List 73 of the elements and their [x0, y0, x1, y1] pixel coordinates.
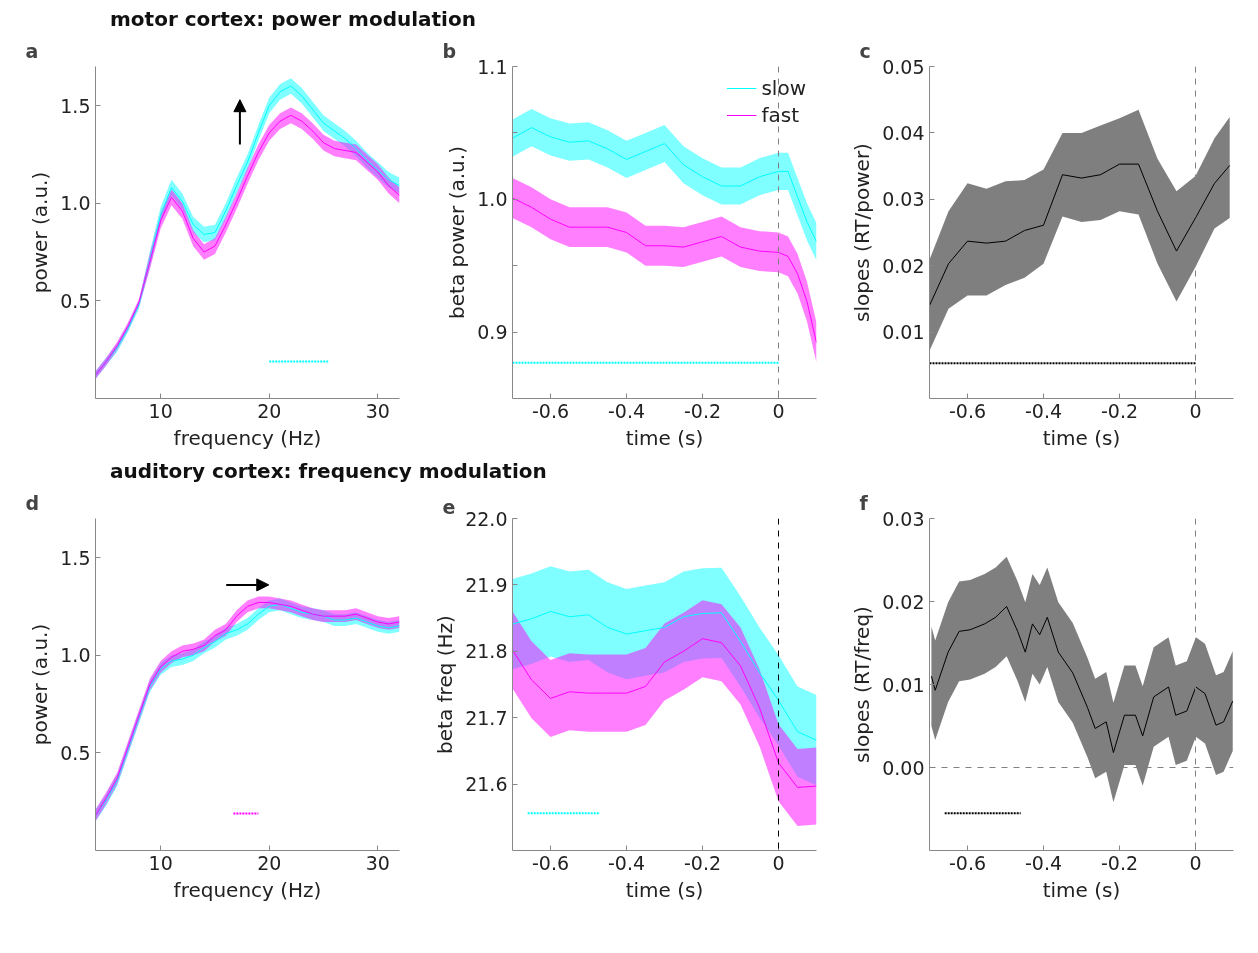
x-tick-label: 20 — [257, 851, 282, 874]
y-tick-label: 21.8 — [465, 640, 508, 663]
x-tick-label: 30 — [365, 851, 390, 874]
x-tick-label: 10 — [148, 399, 173, 422]
x-tick-label: 30 — [365, 399, 390, 422]
x-tick-label: 0 — [1189, 399, 1202, 422]
y-tick-label: 21.9 — [465, 573, 508, 596]
y-tick-label: 0.04 — [882, 121, 925, 144]
y-tick-label: 0.01 — [882, 673, 925, 696]
line-series — [512, 638, 817, 788]
chart-title: auditory cortex: frequency modulation — [110, 458, 547, 485]
x-axis-title: frequency (Hz) — [173, 425, 322, 450]
x-tick-label: -0.4 — [607, 851, 646, 874]
y-axis-title: slopes (RT/power) — [850, 143, 875, 322]
y-tick-label: 0.03 — [882, 507, 925, 530]
line-series — [512, 127, 817, 243]
x-tick-label: 0 — [772, 851, 785, 874]
chart-title: motor cortex: power modulation — [110, 6, 476, 33]
y-tick-label: 0.02 — [882, 590, 925, 613]
y-tick-label: 0.9 — [477, 321, 508, 344]
y-tick-label: 0.03 — [882, 188, 925, 211]
y-tick-label: 21.6 — [465, 773, 508, 796]
chart-subtitle: a — [25, 39, 39, 62]
x-tick-label: 0 — [1189, 851, 1202, 874]
x-tick-label: -0.2 — [683, 399, 722, 422]
x-tick-label: 10 — [148, 851, 173, 874]
y-tick-label: 1.5 — [60, 94, 91, 117]
y-tick-label: 1.0 — [60, 644, 91, 667]
y-axis-title: beta power (a.u.) — [445, 146, 470, 319]
y-tick-label: 21.7 — [465, 706, 508, 729]
y-tick-label: 1.1 — [477, 55, 508, 78]
legend-label: fast — [761, 103, 799, 127]
x-axis-title: time (s) — [625, 877, 704, 902]
chart-title: b — [442, 39, 457, 62]
chart-title: e — [442, 495, 456, 518]
y-tick-label: 1.5 — [60, 546, 91, 569]
y-tick-label: 0.05 — [882, 55, 925, 78]
y-tick-label: 1.0 — [60, 192, 91, 215]
y-tick-label: 22.0 — [465, 507, 508, 530]
line-series — [930, 605, 1234, 754]
line-series — [512, 610, 817, 741]
x-axis-title: time (s) — [1042, 425, 1121, 450]
y-tick-label: 0.00 — [882, 756, 925, 779]
x-tick-label: -0.4 — [607, 399, 646, 422]
x-tick-label: -0.6 — [948, 399, 987, 422]
y-tick-label: 0.01 — [882, 321, 925, 344]
y-axis-title: power (a.u.) — [28, 623, 53, 746]
x-tick-label: -0.4 — [1024, 399, 1063, 422]
y-tick-label: 0.5 — [60, 741, 91, 764]
x-tick-label: -0.2 — [1100, 399, 1139, 422]
x-tick-label: 20 — [257, 399, 282, 422]
line-series — [929, 163, 1231, 307]
y-axis-title: power (a.u.) — [28, 171, 53, 294]
x-tick-label: 0 — [772, 399, 785, 422]
y-tick-label: 1.0 — [477, 188, 508, 211]
x-tick-label: -0.2 — [683, 851, 722, 874]
x-axis-title: frequency (Hz) — [173, 877, 322, 902]
x-tick-label: -0.4 — [1024, 851, 1063, 874]
chart-subtitle: d — [25, 491, 40, 514]
y-tick-label: 0.5 — [60, 289, 91, 312]
legend-label: slow — [761, 76, 806, 100]
chart-title: c — [859, 39, 871, 62]
line-series — [512, 197, 817, 344]
x-axis-title: time (s) — [1042, 877, 1121, 902]
x-tick-label: -0.6 — [531, 851, 570, 874]
x-axis-title: time (s) — [625, 425, 704, 450]
x-tick-label: -0.6 — [948, 851, 987, 874]
y-axis-title: slopes (RT/freq) — [850, 606, 875, 763]
y-axis-title: beta freq (Hz) — [433, 615, 458, 754]
x-tick-label: -0.2 — [1100, 851, 1139, 874]
x-tick-label: -0.6 — [531, 399, 570, 422]
y-tick-label: 0.02 — [882, 254, 925, 277]
chart-title: f — [859, 491, 869, 514]
